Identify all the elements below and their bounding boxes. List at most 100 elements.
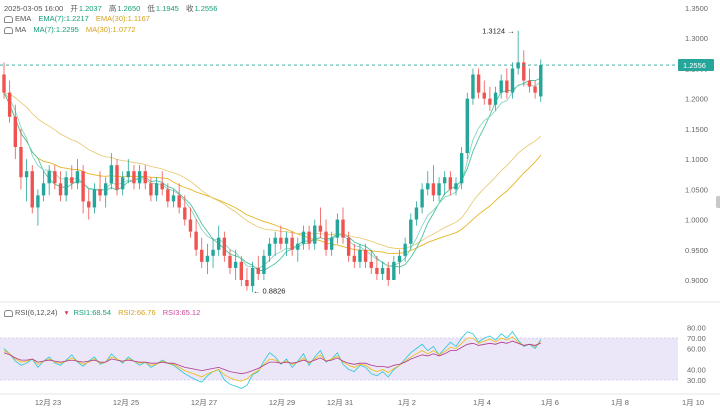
- ema30-value: EMA(30):1.1167: [95, 14, 150, 23]
- candle-body: [41, 183, 46, 196]
- candle-body: [403, 243, 407, 256]
- time-axis-tick: 12月 31: [327, 398, 353, 407]
- candle-body: [380, 267, 385, 274]
- candle-body: [335, 219, 340, 238]
- candle-body: [7, 92, 12, 117]
- candle-body: [211, 249, 215, 256]
- candle-body: [392, 261, 396, 280]
- ma30-line: [3, 92, 542, 255]
- candle-body: [301, 231, 306, 244]
- ma-header[interactable]: MA MA(7):1.2295 MA(30):1.0772: [4, 25, 141, 34]
- low-value: 1.1945: [155, 4, 179, 13]
- candle-body: [19, 147, 23, 178]
- candle-body: [369, 261, 373, 268]
- candle-body: [324, 231, 328, 250]
- price-axis-tick: 1.0500: [685, 185, 708, 194]
- open-value: 1.2037: [78, 4, 102, 13]
- current-price-tag: [678, 59, 714, 72]
- candle-body: [352, 255, 356, 262]
- low-annotation: ← 0.8826: [253, 287, 286, 296]
- candle-body: [188, 219, 193, 232]
- candle-time: 2025-03-05 16:00: [4, 4, 64, 13]
- price-axis-tick: 0.9000: [685, 276, 708, 285]
- rsi1-value: RSI1:68.54: [73, 308, 112, 317]
- candle-body: [47, 171, 51, 184]
- candle-body: [120, 177, 125, 190]
- candle-body: [64, 177, 68, 196]
- rsi-header[interactable]: RSI(6,12,24) ▾ RSI1:68.54 RSI2:66.76 RSI…: [4, 308, 205, 317]
- time-axis-tick: 1月 4: [473, 398, 491, 407]
- candle-body: [58, 183, 63, 196]
- candle-body: [448, 177, 453, 190]
- candle-body: [471, 74, 475, 99]
- rsi3-value: RSI3:65.12: [162, 308, 201, 317]
- candle-body: [459, 153, 464, 184]
- candle-body: [183, 207, 187, 220]
- candle-body: [397, 255, 402, 262]
- price-axis-tick: 1.0000: [685, 216, 708, 225]
- time-axis-tick: 12月 29: [269, 398, 295, 407]
- high-value: 1.2650: [117, 4, 141, 13]
- candle-body: [53, 171, 57, 184]
- candle-body: [539, 65, 543, 97]
- rsi-axis-tick: 30.00: [687, 376, 706, 385]
- candle-body: [296, 243, 300, 250]
- candle-body: [81, 171, 85, 202]
- candle-body: [30, 171, 34, 208]
- rsi-line-rsi2: [3, 336, 542, 382]
- price-axis-tick: 1.2000: [685, 95, 708, 104]
- candle-body: [256, 267, 260, 274]
- price-axis-tick: 1.3500: [685, 4, 708, 13]
- time-axis-tick: 1月 10: [682, 398, 704, 407]
- ema30-line: [3, 92, 542, 250]
- candle-body: [239, 261, 243, 280]
- candle-body: [228, 255, 232, 268]
- candle-body: [132, 171, 136, 184]
- time-axis-tick: 12月 23: [35, 398, 61, 407]
- ma7-value: MA(7):1.2295: [33, 25, 79, 34]
- close-value: 1.2556: [194, 4, 218, 13]
- candle-body: [166, 189, 170, 202]
- candle-body: [476, 74, 481, 93]
- eye-icon[interactable]: [4, 309, 13, 317]
- ema-header[interactable]: EMA EMA(7):1.2217 EMA(30):1.1167: [4, 14, 155, 23]
- candle-body: [143, 171, 147, 184]
- candle-body: [307, 231, 311, 244]
- candle-body: [482, 92, 486, 99]
- candle-body: [87, 201, 91, 208]
- candle-body: [510, 68, 515, 93]
- candle-body: [386, 267, 390, 280]
- eye-icon[interactable]: [4, 15, 13, 23]
- candle-body: [318, 225, 323, 232]
- candle-body: [250, 267, 255, 287]
- low-label: 低: [147, 4, 155, 13]
- candle-body: [13, 116, 17, 148]
- eye-icon[interactable]: [4, 26, 13, 34]
- rsi-label: RSI(6,12,24): [15, 308, 58, 317]
- rsi-axis-tick: 40.00: [687, 366, 706, 375]
- current-price-label: 1.2556: [683, 61, 706, 70]
- ma-label: MA: [15, 25, 27, 34]
- price-axis-tick: 1.1000: [685, 155, 708, 164]
- candle-body: [522, 62, 526, 81]
- candle-body: [24, 171, 29, 178]
- candle-body: [341, 219, 345, 238]
- candle-body: [414, 207, 419, 220]
- candle-body: [75, 171, 80, 184]
- caret-icon[interactable]: ▾: [64, 308, 69, 317]
- candle-body: [160, 183, 164, 190]
- ema-label: EMA: [15, 14, 32, 23]
- candle-body: [98, 189, 102, 196]
- price-axis-tick: 1.3000: [685, 34, 708, 43]
- panel-toggle-handle[interactable]: [716, 196, 720, 208]
- candle-body: [104, 183, 108, 196]
- candle-body: [233, 261, 238, 268]
- time-axis-tick: 1月 8: [611, 398, 629, 407]
- rsi-line-rsi3: [3, 340, 541, 375]
- candle-body: [222, 237, 227, 256]
- candle-body: [290, 237, 294, 250]
- time-axis-tick: 1月 2: [398, 398, 416, 407]
- candle-body: [115, 165, 119, 190]
- candle-body: [363, 249, 368, 262]
